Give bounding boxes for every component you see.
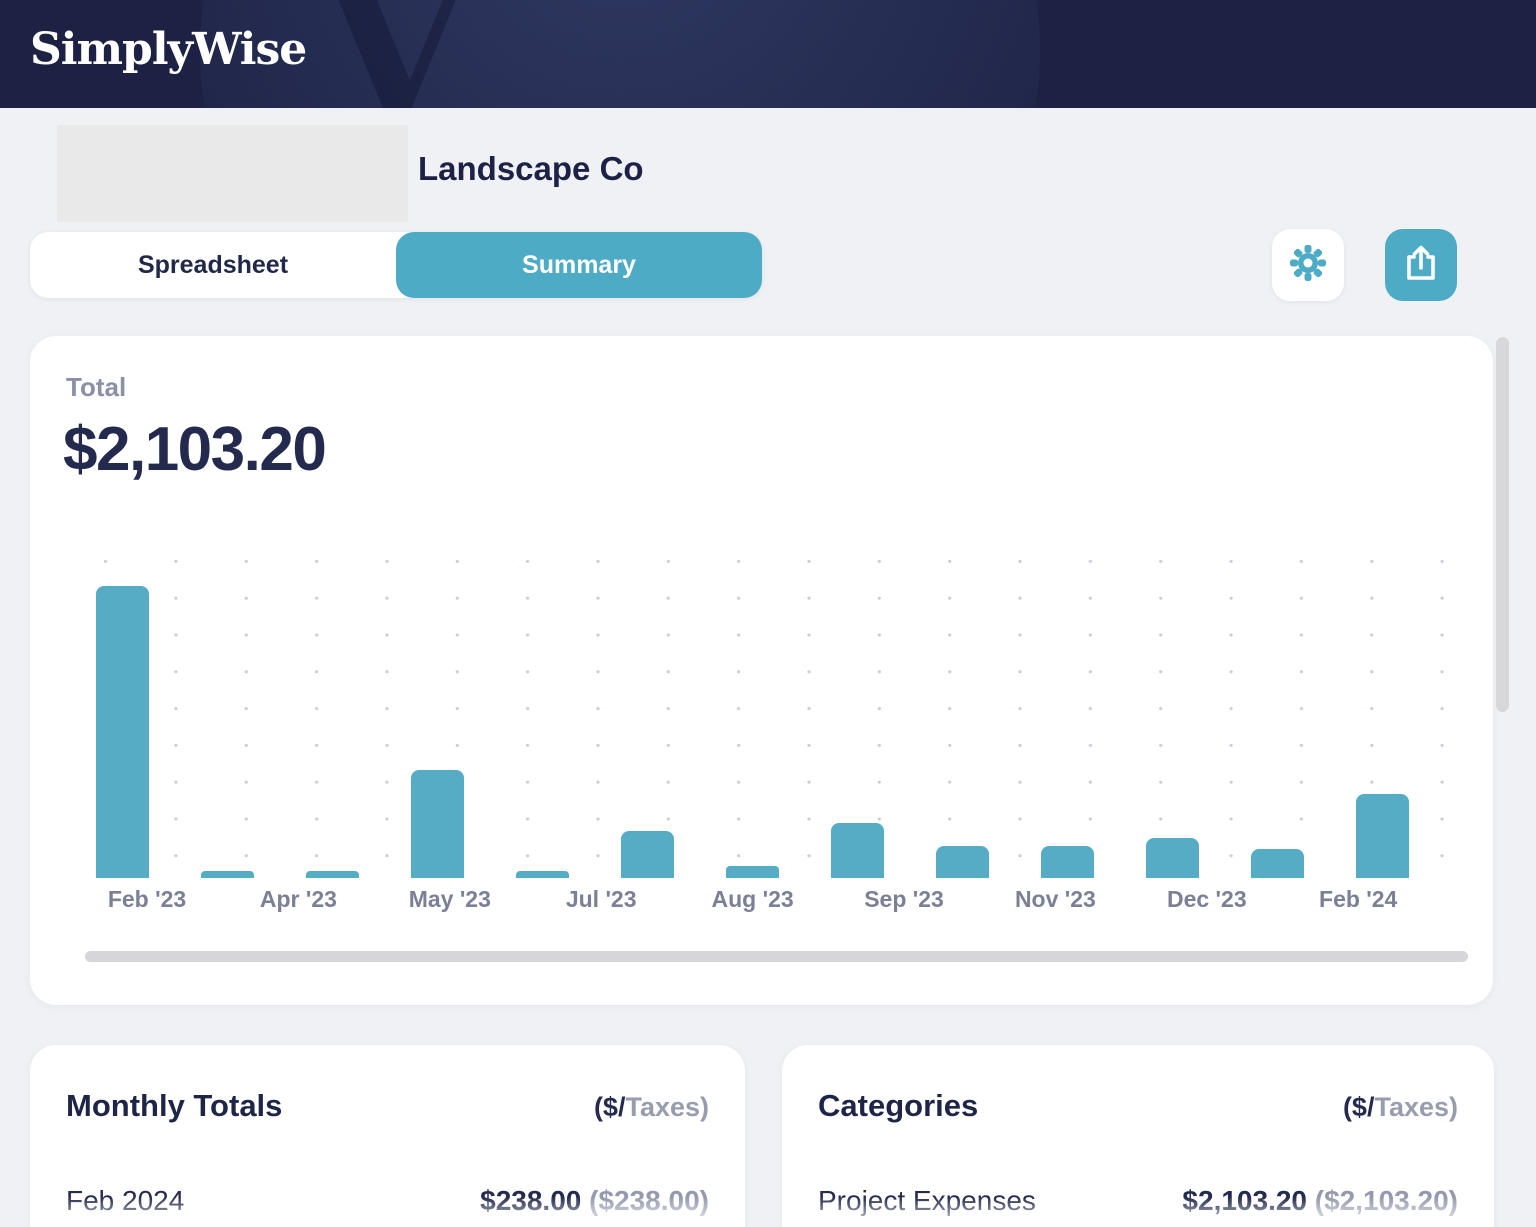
summary-chart-card: Total $2,103.20 Feb '23 Apr '23 May '23 Jul… [30, 336, 1493, 1005]
category-values: $2,103.20 ($2,103.20) [1182, 1185, 1458, 1217]
bar-oct-23 [935, 846, 989, 878]
category-label: Project Expenses [818, 1185, 1036, 1216]
bar-jan-24 [1250, 848, 1304, 878]
bar-jul-23 [620, 831, 674, 878]
category-row[interactable]: Project Expenses $2,103.20 ($2,103.20) [818, 1185, 1458, 1217]
redacted-block [57, 125, 408, 222]
header-decorative-vmark: V [322, 0, 469, 108]
bar-jun-23 [515, 871, 569, 878]
axis-label-jul-23: Jul '23 [565, 886, 637, 912]
month-values: $238.00 ($238.00) [480, 1185, 709, 1217]
month-amount: $238.00 [480, 1185, 582, 1216]
bar-dec-23 [1145, 837, 1199, 878]
categories-unit: ($/Taxes) [1343, 1092, 1458, 1123]
settings-button[interactable] [1272, 229, 1344, 301]
category-taxes: ($2,103.20) [1314, 1185, 1458, 1216]
categories-card: Categories ($/Taxes) Project Expenses $2… [782, 1045, 1494, 1227]
monthly-totals-title: Monthly Totals [66, 1088, 283, 1123]
bar-feb-24 [1355, 793, 1409, 878]
header-decorative-circle [200, 0, 1040, 108]
bar-aug-23 [725, 866, 779, 878]
bar-mar-23 [200, 871, 254, 878]
bar-sep-23 [830, 823, 884, 878]
total-label: Total [66, 372, 127, 402]
bar-feb-23 [95, 586, 149, 878]
monthly-totals-card: Monthly Totals ($/Taxes) Feb 2024 $238.0… [30, 1045, 745, 1227]
axis-label-dec-23: Dec '23 [1166, 886, 1247, 912]
categories-header: Categories ($/Taxes) [818, 1088, 1458, 1124]
month-label: Feb 2024 [66, 1185, 185, 1216]
axis-label-apr-23: Apr '23 [259, 886, 337, 912]
unit-taxes: Taxes) [625, 1092, 709, 1122]
month-taxes: ($238.00) [589, 1185, 709, 1216]
share-button[interactable] [1385, 229, 1457, 301]
view-tab-control: Spreadsheet Summary [30, 232, 762, 298]
axis-label-feb-24: Feb '24 [1319, 886, 1398, 912]
axis-label-nov-23: Nov '23 [1014, 886, 1096, 912]
axis-label-feb-23: Feb '23 [107, 886, 187, 912]
category-amount: $2,103.20 [1182, 1185, 1307, 1216]
tab-summary[interactable]: Summary [396, 232, 762, 298]
page-title: Landscape Co [418, 150, 644, 187]
axis-label-sep-23: Sep '23 [864, 886, 944, 912]
app-header: V SimplyWise [0, 0, 1536, 108]
share-icon [1401, 243, 1441, 288]
monthly-total-row[interactable]: Feb 2024 $238.00 ($238.00) [66, 1185, 709, 1217]
monthly-totals-unit: ($/Taxes) [594, 1092, 709, 1123]
axis-label-may-23: May '23 [408, 886, 491, 912]
unit-currency: ($/ [593, 1092, 626, 1122]
tab-spreadsheet[interactable]: Spreadsheet [137, 250, 289, 279]
bar-nov-23 [1040, 846, 1094, 878]
chart-horizontal-scrollbar[interactable] [85, 951, 1468, 962]
gear-icon [1288, 243, 1328, 288]
total-amount: $2,103.20 [63, 415, 327, 484]
bar-may-23 [410, 769, 464, 878]
unit-currency: ($/ [1342, 1092, 1375, 1122]
page-vertical-scrollbar[interactable] [1496, 337, 1509, 712]
x-axis-labels: Feb '23 Apr '23 May '23 Jul '23 Aug '23 Sep '… [66, 886, 1470, 918]
app-logo: SimplyWise [30, 24, 307, 75]
unit-taxes: Taxes) [1374, 1092, 1458, 1122]
bar-apr-23 [305, 871, 359, 878]
bar-chart-area [66, 535, 1470, 878]
categories-title: Categories [818, 1088, 979, 1123]
monthly-totals-header: Monthly Totals ($/Taxes) [66, 1088, 709, 1124]
axis-label-aug-23: Aug '23 [711, 886, 794, 912]
